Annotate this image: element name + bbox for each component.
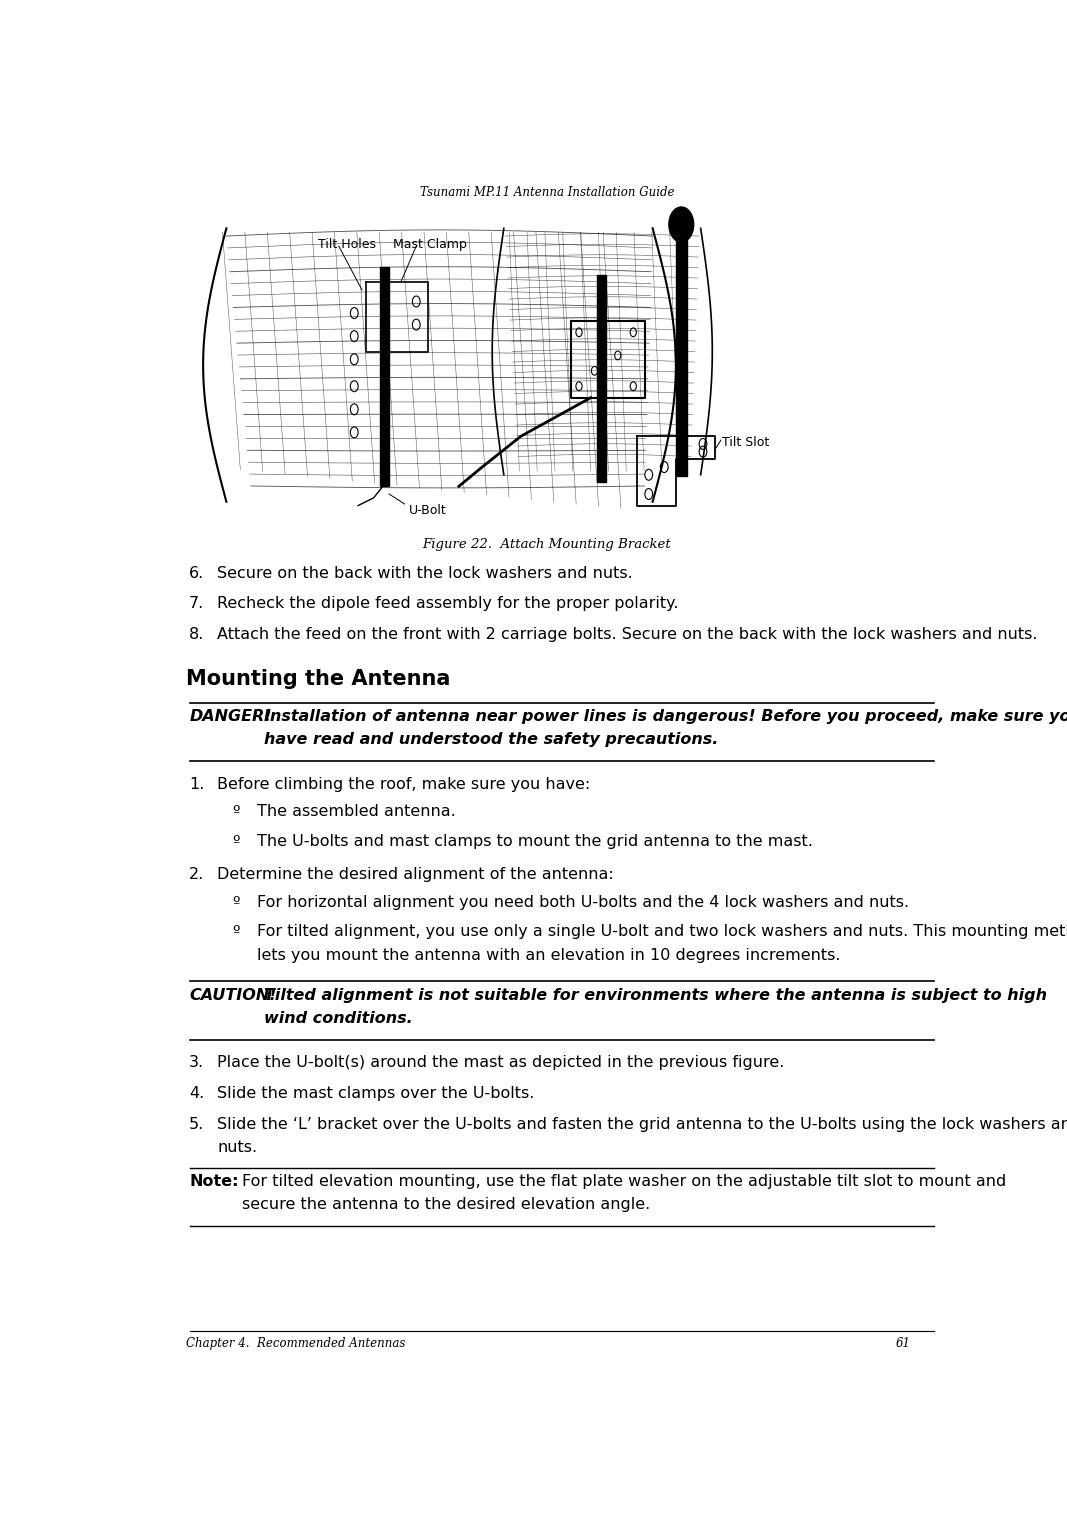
Text: 4.: 4. [189,1087,205,1101]
Text: Tilt Slot: Tilt Slot [722,436,769,449]
Bar [596,275,606,483]
Text: Recheck the dipole feed assembly for the proper polarity.: Recheck the dipole feed assembly for the… [217,597,679,612]
Text: Mast Clamp: Mast Clamp [393,238,467,250]
Text: Before climbing the roof, make sure you have:: Before climbing the roof, make sure you … [217,777,590,791]
Circle shape [669,206,694,241]
Text: 7.: 7. [189,597,205,612]
Text: The U-bolts and mast clamps to mount the grid antenna to the mast.: The U-bolts and mast clamps to mount the… [257,833,813,849]
Text: Chapter 4.  Recommended Antennas: Chapter 4. Recommended Antennas [186,1337,405,1350]
Text: Installation of antenna near power lines is dangerous! Before you proceed, make : Installation of antenna near power lines… [264,709,1067,724]
Text: For horizontal alignment you need both U-bolts and the 4 lock washers and nuts.: For horizontal alignment you need both U… [257,896,909,911]
Text: Tilt Holes: Tilt Holes [318,238,376,250]
Text: Note:: Note: [189,1173,239,1189]
Text: Determine the desired alignment of the antenna:: Determine the desired alignment of the a… [217,867,614,882]
Text: have read and understood the safety precautions.: have read and understood the safety prec… [264,732,718,747]
Text: The assembled antenna.: The assembled antenna. [257,805,456,820]
Text: Tsunami MP.11 Antenna Installation Guide: Tsunami MP.11 Antenna Installation Guide [419,187,674,199]
Bar [675,228,687,477]
Text: Place the U-bolt(s) around the mast as depicted in the previous figure.: Place the U-bolt(s) around the mast as d… [217,1055,784,1070]
Text: 2.: 2. [189,867,205,882]
Text: Attach the feed on the front with 2 carriage bolts. Secure on the back with the : Attach the feed on the front with 2 carr… [217,627,1037,642]
Text: Slide the mast clamps over the U-bolts.: Slide the mast clamps over the U-bolts. [217,1087,535,1101]
Text: 1.: 1. [189,777,205,791]
Text: º: º [233,924,240,940]
Text: U-Bolt: U-Bolt [409,504,446,518]
Text: Mounting the Antenna: Mounting the Antenna [186,669,450,689]
Text: Slide the ‘L’ bracket over the U-bolts and fasten the grid antenna to the U-bolt: Slide the ‘L’ bracket over the U-bolts a… [217,1117,1067,1132]
Text: 61: 61 [895,1337,911,1350]
Bar [380,267,389,486]
Text: 3.: 3. [189,1055,204,1070]
Text: Figure 22.  Attach Mounting Bracket: Figure 22. Attach Mounting Bracket [423,537,671,551]
Text: º: º [233,805,240,820]
Text: lets you mount the antenna with an elevation in 10 degrees increments.: lets you mount the antenna with an eleva… [257,947,841,962]
Text: nuts.: nuts. [217,1140,257,1155]
Text: 8.: 8. [189,627,205,642]
Text: Tilted alignment is not suitable for environments where the antenna is subject t: Tilted alignment is not suitable for env… [264,988,1047,1002]
Text: CAUTION!: CAUTION! [189,988,276,1002]
Text: º: º [233,833,240,849]
Text: secure the antenna to the desired elevation angle.: secure the antenna to the desired elevat… [242,1198,650,1211]
Text: 6.: 6. [189,566,205,580]
Text: For tilted alignment, you use only a single U-bolt and two lock washers and nuts: For tilted alignment, you use only a sin… [257,924,1067,940]
Text: DANGER!: DANGER! [189,709,272,724]
Text: 5.: 5. [189,1117,205,1132]
Text: º: º [233,896,240,911]
Text: For tilted elevation mounting, use the flat plate washer on the adjustable tilt : For tilted elevation mounting, use the f… [242,1173,1006,1189]
Text: wind conditions.: wind conditions. [264,1011,412,1026]
Text: Secure on the back with the lock washers and nuts.: Secure on the back with the lock washers… [217,566,633,580]
